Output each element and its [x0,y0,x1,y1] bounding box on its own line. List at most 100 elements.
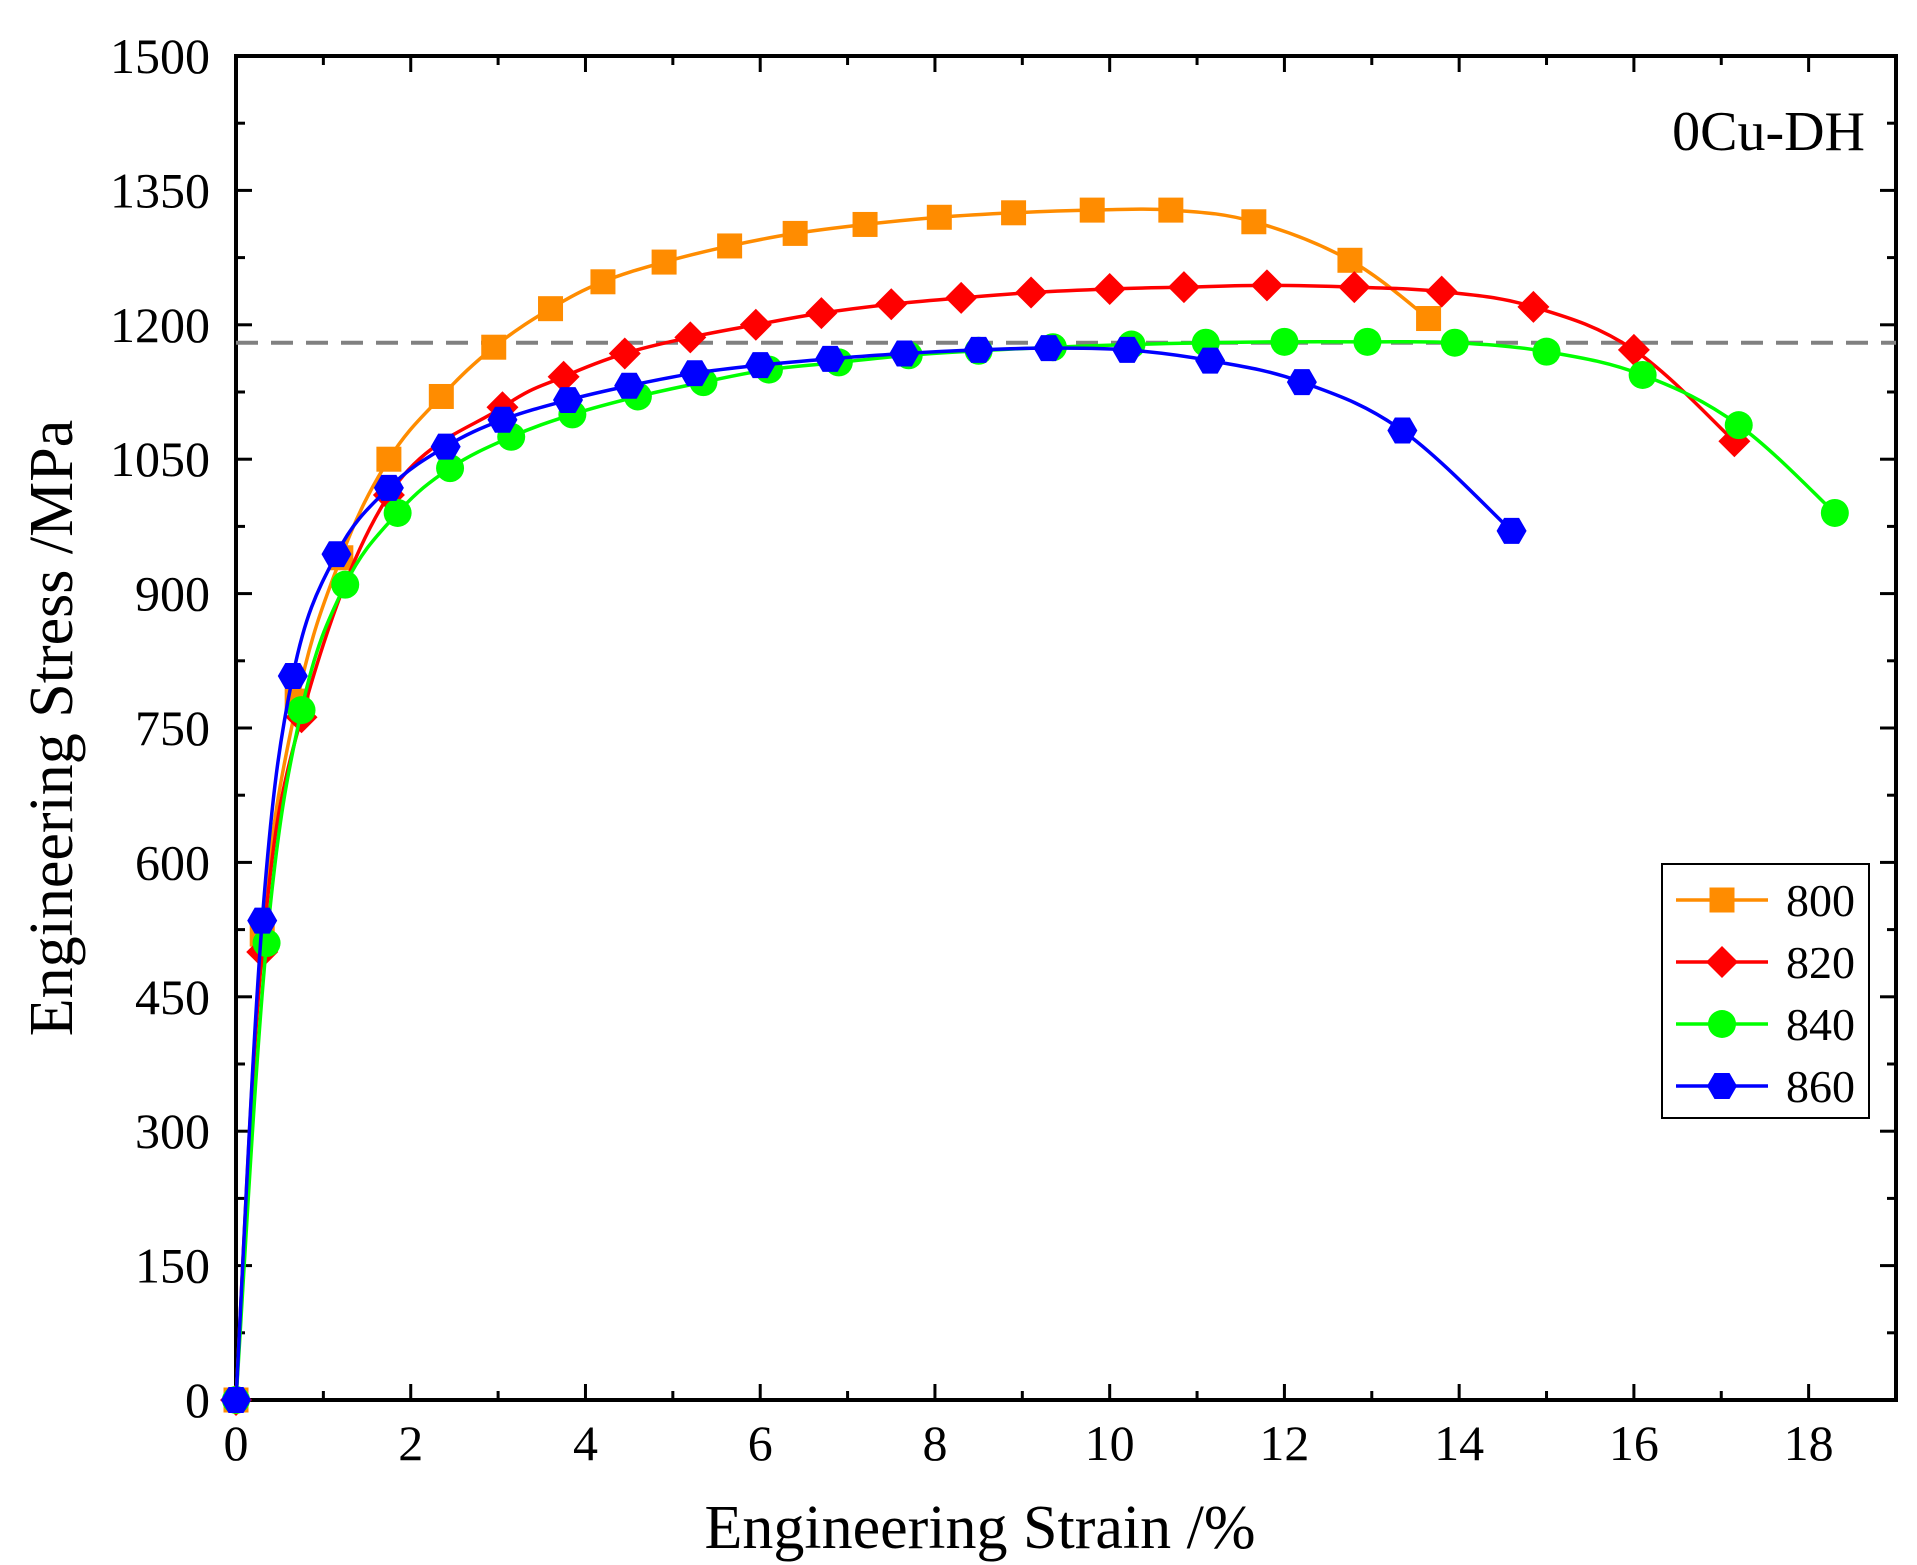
data-point-840 [1628,360,1657,389]
x-tick-label: 10 [1085,1415,1135,1471]
plot-frame [234,54,1898,1402]
series-layer [220,197,1849,1416]
data-point-800 [926,204,952,230]
data-point-840 [1820,498,1849,527]
series-line-820 [234,283,1736,1401]
data-point-820 [547,360,580,393]
y-tick-label: 750 [135,700,210,756]
legend-label-820: 820 [1786,937,1855,988]
x-tick-label: 0 [224,1415,249,1471]
data-point-820 [1015,276,1048,309]
data-point-820 [739,308,772,341]
data-point-800 [590,269,616,295]
data-point-860 [1496,517,1527,544]
x-axis-title: Engineering Strain /% [705,1494,1256,1562]
y-tick-label: 150 [135,1238,210,1294]
y-tick-label: 0 [185,1372,210,1428]
x-tick-label: 12 [1259,1415,1309,1471]
legend-marker-840 [1708,1010,1736,1038]
data-point-860 [745,352,776,379]
data-point-860 [679,360,710,387]
data-point-860 [321,541,352,568]
data-point-820 [608,337,641,370]
data-point-820 [1617,333,1650,366]
data-point-860 [963,336,994,363]
data-point-840 [383,498,412,527]
data-point-860 [1112,336,1143,363]
data-point-860 [373,474,404,501]
x-tick-label: 8 [922,1415,947,1471]
series-line-860 [234,346,1513,1401]
data-point-840 [1440,328,1469,357]
data-point-860 [247,907,278,934]
data-point-820 [1338,271,1371,304]
data-point-800 [1001,200,1027,226]
series-840 [222,327,1849,1414]
data-point-800 [782,220,808,246]
series-860 [221,335,1527,1413]
data-point-840 [1532,337,1561,366]
y-tick-label: 450 [135,969,210,1025]
data-point-800 [1416,306,1442,332]
y-tick-label: 1200 [110,297,210,353]
data-point-820 [674,321,707,354]
x-tick-label: 2 [398,1415,423,1471]
data-point-800 [481,334,507,360]
data-point-860 [1033,335,1064,362]
data-point-840 [287,696,316,725]
data-point-800 [1241,209,1267,235]
data-point-800 [1337,247,1363,273]
legend-marker-860 [1707,1073,1737,1099]
x-tick-label: 14 [1434,1415,1484,1471]
data-point-820 [1093,272,1126,305]
legend-marker-800 [1709,887,1735,913]
y-tick-label: 300 [135,1103,210,1159]
data-point-820 [1250,269,1283,302]
data-point-800 [852,211,878,237]
y-tick-label: 1050 [110,431,210,487]
data-point-860 [430,433,461,460]
data-point-800 [1158,197,1184,223]
data-point-860 [1387,417,1418,444]
data-point-860 [1195,347,1226,374]
x-tick-label: 18 [1784,1415,1834,1471]
legend-box [1661,863,1870,1119]
y-tick-label: 900 [135,566,210,622]
data-point-860 [221,1387,251,1413]
data-point-800 [428,383,454,409]
data-point-840 [436,454,465,483]
data-point-800 [717,233,743,259]
data-point-840 [1353,327,1382,356]
legend-label-800: 800 [1786,875,1855,926]
data-point-860 [553,387,583,414]
chart-annotation: 0Cu-DH [1672,101,1865,163]
legend-label-860: 860 [1786,1061,1855,1112]
data-point-800 [1079,197,1105,223]
data-point-820 [875,288,908,321]
legend-marker-820 [1706,946,1738,978]
legend-label-840: 840 [1786,999,1855,1050]
data-point-820 [1517,290,1550,323]
data-point-860 [487,406,518,433]
data-point-840 [1724,411,1753,440]
y-tick-label: 1500 [110,28,210,84]
data-point-840 [331,570,360,599]
y-axis-title: Engineering Stress /MPa [18,420,86,1037]
data-point-800 [651,249,677,275]
data-point-800 [376,446,402,472]
data-point-860 [1286,369,1317,396]
legend: 800 820 840 860 [1661,863,1870,1119]
ticks-layer: 0 2 4 6 8 10 12 14 16 18 0 150 300 450 600 750 900 1050 12… [110,28,1898,1471]
data-point-840 [1270,327,1299,356]
x-tick-label: 6 [748,1415,773,1471]
series-line-840 [234,339,1837,1401]
data-point-820 [1167,271,1200,304]
x-tick-label: 4 [573,1415,598,1471]
data-point-860 [277,663,308,690]
data-point-820 [945,281,978,314]
data-point-820 [805,297,838,330]
series-line-800 [234,207,1430,1401]
y-tick-label: 600 [135,834,210,890]
